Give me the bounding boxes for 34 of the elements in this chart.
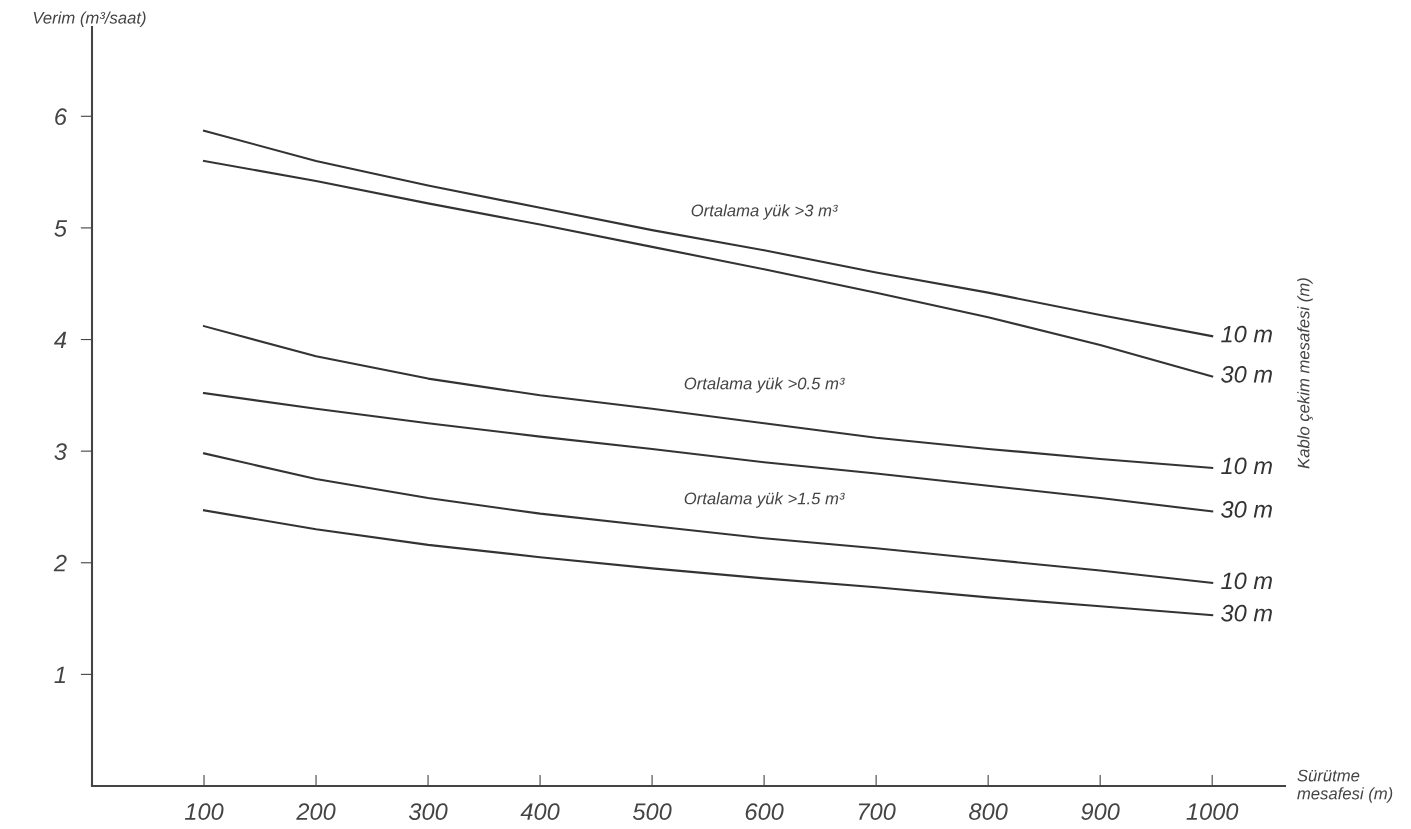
- series-label: 30 m: [1221, 604, 1272, 622]
- y-tick-label: 3: [54, 443, 67, 460]
- y-axis-title: Verim (m³/saat): [33, 11, 146, 27]
- series-label: 10 m: [1221, 325, 1272, 343]
- line-series: [202, 452, 1214, 584]
- x-tick-label: 1000: [1186, 803, 1239, 821]
- annotation: Ortalama yük >3 m³: [691, 204, 838, 220]
- x-tick-label: 900: [1081, 803, 1120, 821]
- y-tick-label: 1: [54, 666, 66, 683]
- line-series: [202, 325, 1214, 469]
- series-label: 30 m: [1221, 365, 1272, 383]
- line-series: [202, 392, 1214, 513]
- annotation: Ortalama yük >1.5 m³: [684, 492, 845, 508]
- y2-axis-title: Kablo çekim mesafesi (m): [1297, 278, 1313, 469]
- series-label: 10 m: [1221, 457, 1272, 475]
- x-tick-label: 300: [408, 803, 448, 821]
- y-tick-label: 4: [54, 331, 67, 349]
- series-label: 30 m: [1221, 501, 1272, 518]
- x-tick-label: 600: [745, 803, 784, 821]
- line-series: [202, 159, 1214, 378]
- line-series: [202, 129, 1214, 338]
- x-axis-title: Sürütme mesafesi (m): [1297, 769, 1393, 803]
- line-series: [202, 509, 1214, 617]
- annotation: Ortalama yük >0.5 m³: [684, 377, 845, 393]
- x-tick-label: 700: [858, 803, 896, 821]
- y-tick-label: 6: [55, 108, 67, 126]
- x-tick-label: 400: [520, 803, 560, 821]
- x-tick-label: 200: [296, 803, 336, 821]
- x-tick-label: 100: [184, 803, 224, 821]
- x-tick-label: 500: [632, 803, 672, 821]
- y-tick-label: 5: [54, 220, 68, 237]
- series-label: 10 m: [1221, 572, 1272, 590]
- x-tick-label: 800: [969, 803, 1008, 821]
- y-tick-label: 2: [53, 554, 67, 572]
